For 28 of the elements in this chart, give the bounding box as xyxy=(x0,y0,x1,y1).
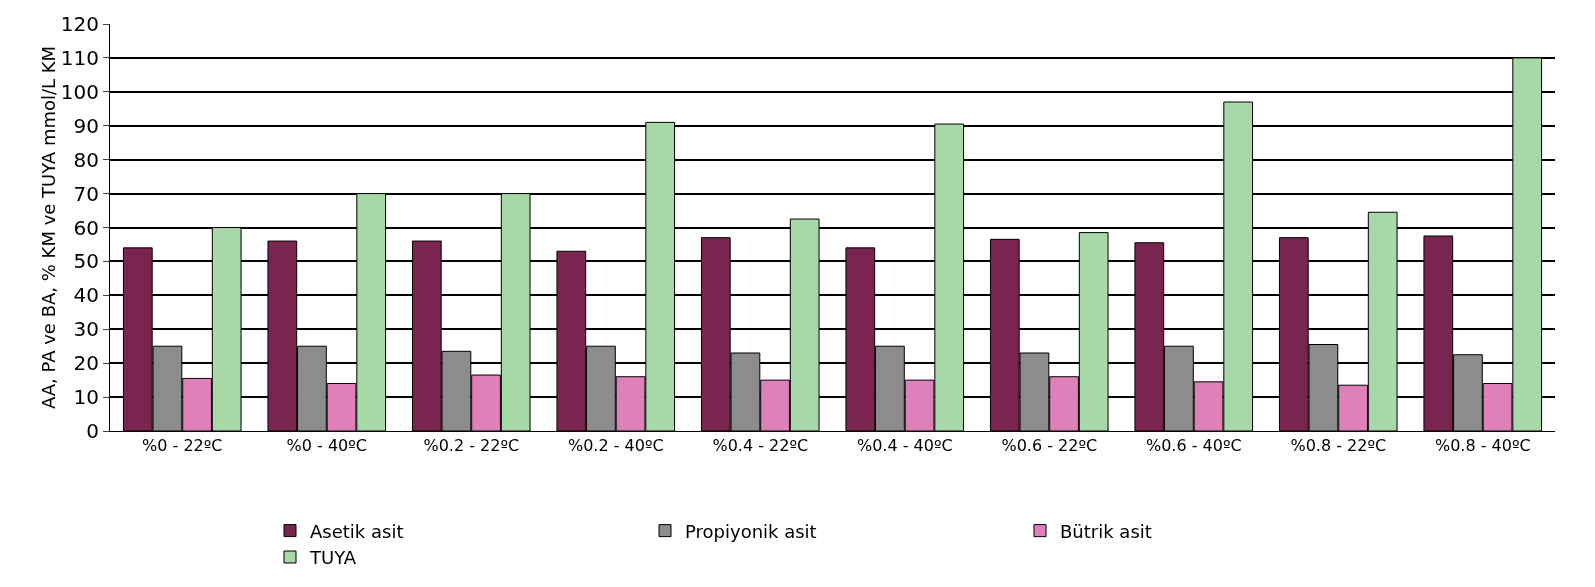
legend-label: Asetik asit xyxy=(310,520,404,542)
y-tick-label: 120 xyxy=(60,12,99,36)
y-tick-label: 90 xyxy=(73,113,99,138)
y-tick-label: 30 xyxy=(73,317,99,342)
x-tick-label: %0 - 22ºC xyxy=(142,436,223,456)
x-tick-label: %0.4 - 40ºC xyxy=(856,436,953,456)
x-tick-label: %0.4 - 22ºC xyxy=(712,436,809,456)
x-tick-label: %0.6 - 40ºC xyxy=(1145,436,1242,456)
x-tick-label: %0.8 - 40ºC xyxy=(1434,436,1531,456)
y-tick-label: 20 xyxy=(73,351,99,376)
y-tick-label: 110 xyxy=(60,45,99,70)
y-tick-label: 40 xyxy=(73,283,99,308)
x-tick-label: %0.2 - 40ºC xyxy=(567,436,664,456)
y-tick-label: 70 xyxy=(73,181,99,206)
legend-label: Propiyonik asit xyxy=(685,520,817,542)
y-tick-label: 60 xyxy=(73,215,99,240)
x-tick-label: %0.6 - 22ºC xyxy=(1001,436,1098,456)
y-axis-title: AA, PA ve BA, % KM ve TUYA mmol/L KM xyxy=(37,45,59,410)
y-tick-label: 10 xyxy=(73,385,99,410)
y-tick-label: 100 xyxy=(60,79,99,104)
x-tick-label: %0.2 - 22ºC xyxy=(423,436,520,456)
x-tick-label: %0.8 - 22ºC xyxy=(1290,436,1387,456)
y-tick-label: 0 xyxy=(86,419,99,443)
x-tick-label: %0 - 40ºC xyxy=(286,436,367,456)
y-tick-label: 50 xyxy=(73,249,99,274)
y-tick-label: 80 xyxy=(73,147,99,172)
legend-label: Bütrik asit xyxy=(1060,520,1152,542)
legend-label: TUYA xyxy=(309,547,357,569)
